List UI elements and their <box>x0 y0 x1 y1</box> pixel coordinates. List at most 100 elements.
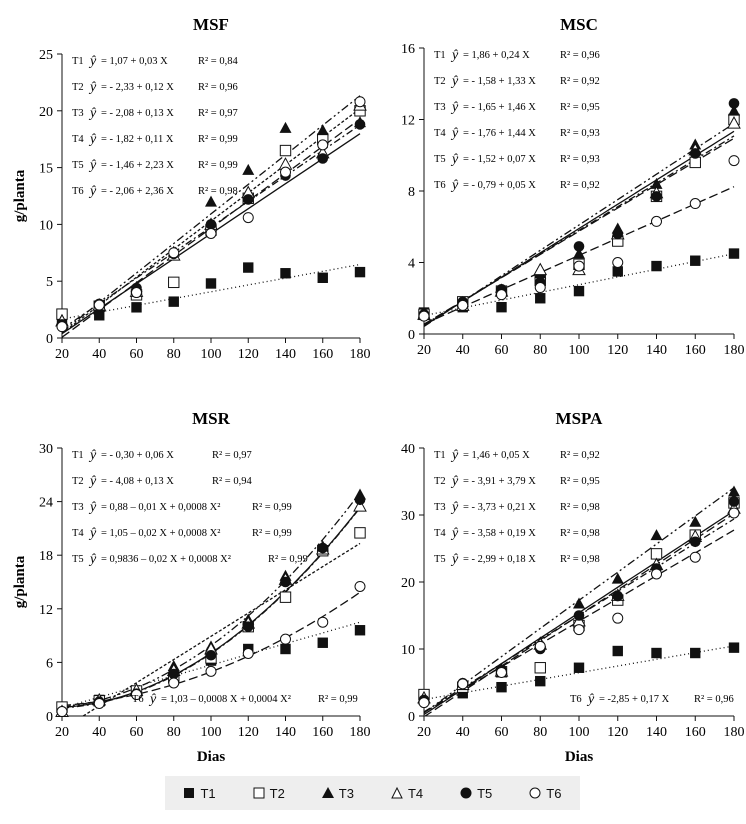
point-t1 <box>280 268 291 279</box>
chart-title: MSF <box>193 15 229 34</box>
equation-treatment-label: T1 <box>434 50 446 61</box>
x-tick-label: 100 <box>569 343 590 358</box>
x-tick-label: 60 <box>130 347 144 362</box>
point-t6 <box>496 666 507 678</box>
equation-text: = - 1,52 + 0,07 X <box>463 154 536 165</box>
equation-t6: T6 ŷ = - 0,79 + 0,05 X R² = 0,92 <box>434 178 600 193</box>
x-tick-label: 160 <box>685 725 706 740</box>
point-t1 <box>728 642 740 653</box>
legend-label-t1: T1 <box>200 785 216 801</box>
y-tick-label: 12 <box>401 114 415 129</box>
legend-item-t1: T1 <box>183 785 216 801</box>
equation-treatment-label: T6 <box>72 186 84 197</box>
equation-treatment-label: T2 <box>72 476 84 487</box>
equation-r2: R² = 0,97 <box>198 108 238 119</box>
equation-r2: R² = 0,98 <box>198 186 238 197</box>
legend-label-t3: T3 <box>338 785 354 801</box>
point-t5 <box>689 148 701 159</box>
y-tick-label: 40 <box>401 442 415 457</box>
equation-r2: R² = 0,96 <box>198 82 238 93</box>
equation-yhat-symbol: ŷ <box>450 448 459 463</box>
circle-filled-icon <box>460 787 472 799</box>
equation-r2: R² = 0,93 <box>560 154 600 165</box>
square-filled-icon <box>184 788 195 798</box>
point-t5 <box>242 194 254 205</box>
x-tick-label: 40 <box>456 725 470 740</box>
y-tick-label: 0 <box>46 332 53 347</box>
y-tick-label: 12 <box>39 603 53 618</box>
x-tick-label: 20 <box>417 725 431 740</box>
x-tick-label: 60 <box>495 725 509 740</box>
point-t5 <box>689 536 701 548</box>
point-t6 <box>242 647 254 659</box>
y-tick-label: 30 <box>39 442 53 457</box>
point-t6 <box>131 689 142 701</box>
equation-text: = - 2,33 + 0,12 X <box>101 82 174 93</box>
point-t3 <box>573 247 585 259</box>
point-t5 <box>354 119 366 130</box>
point-t1 <box>354 625 366 636</box>
point-t5 <box>728 496 740 507</box>
equation-text: = 0,9836 – 0,02 X + 0,0008 X² <box>101 554 231 565</box>
point-t6 <box>534 640 546 652</box>
equation-r2: R² = 0,96 <box>560 50 600 61</box>
point-t6 <box>242 212 254 224</box>
point-t4 <box>533 262 548 276</box>
point-t4 <box>353 499 367 512</box>
equation-treatment-label: T2 <box>434 476 446 487</box>
equation-treatment-label: T6 <box>434 180 446 191</box>
point-t6 <box>168 677 180 689</box>
equation-treatment-label: T1 <box>434 450 446 461</box>
equation-text: = - 2,06 + 2,36 X <box>101 186 174 197</box>
equation-text: = - 1,58 + 1,33 X <box>463 76 536 87</box>
fit-line-t3 <box>424 122 735 328</box>
square-open-icon <box>253 787 265 799</box>
equation-t1: T1 ŷ = 1,86 + 0,24 X R² = 0,96 <box>434 48 600 63</box>
equation-t1: T1 ŷ = - 0,30 + 0,06 X R² = 0,97 <box>72 448 252 463</box>
legend: T1 T2 T3 T4 T5 T6 <box>165 776 580 810</box>
point-t3 <box>279 121 292 133</box>
fit-line-t1 <box>424 253 735 317</box>
point-t1 <box>690 255 701 266</box>
y-tick-label: 8 <box>408 185 415 200</box>
equation-yhat-symbol: ŷ <box>450 500 459 515</box>
equation-t4: T4 ŷ = - 1,76 + 1,44 X R² = 0,93 <box>434 126 600 141</box>
point-t6 <box>354 96 366 108</box>
point-t3 <box>650 177 663 189</box>
equation-yhat-symbol: ŷ <box>88 448 97 463</box>
equation-treatment-label: T5 <box>434 554 446 565</box>
fit-line-t3 <box>62 95 361 333</box>
point-t6 <box>689 551 701 563</box>
point-t3 <box>728 485 740 497</box>
equation-text: = - 1,46 + 2,23 X <box>101 160 174 171</box>
equation-t4: T4 ŷ = - 3,58 + 0,19 X R² = 0,98 <box>434 526 600 541</box>
x-tick-label: 160 <box>312 347 333 362</box>
point-t6 <box>651 215 662 227</box>
x-tick-label: 160 <box>312 725 333 740</box>
y-tick-label: 5 <box>46 275 53 290</box>
y-tick-label: 25 <box>39 48 53 63</box>
point-t6 <box>205 665 217 677</box>
y-axis-label: g/planta <box>12 169 28 222</box>
equation-text: = 1,03 – 0,0008 X + 0,0004 X² <box>161 694 291 705</box>
point-t1 <box>728 248 740 259</box>
point-t6 <box>280 166 291 178</box>
point-t6 <box>131 287 142 299</box>
x-tick-label: 20 <box>55 725 69 740</box>
equation-treatment-label: T3 <box>72 502 84 513</box>
legend-item-t3: T3 <box>321 785 354 801</box>
equation-yhat-symbol: ŷ <box>450 100 459 115</box>
point-t6 <box>280 633 291 645</box>
legend-label-t2: T2 <box>269 785 285 801</box>
equation-treatment-label: T4 <box>72 528 84 539</box>
equation-t6: T6 ŷ = - 2,06 + 2,36 X R² = 0,98 <box>72 184 238 199</box>
equation-t5: T5 ŷ = - 1,46 + 2,23 X R² = 0,99 <box>72 158 238 173</box>
panel-msr: MSR 0 6 12 18 24 30 20 40 60 80 100 120 140 160 180 g/pl… <box>12 409 371 765</box>
x-tick-label: 60 <box>495 343 509 358</box>
equation-r2: R² = 0,99 <box>318 694 358 705</box>
x-tick-label: 100 <box>201 347 222 362</box>
legend-label-t6: T6 <box>546 785 562 801</box>
y-tick-label: 0 <box>46 710 53 725</box>
point-t1 <box>573 285 585 297</box>
x-tick-label: 120 <box>238 347 259 362</box>
